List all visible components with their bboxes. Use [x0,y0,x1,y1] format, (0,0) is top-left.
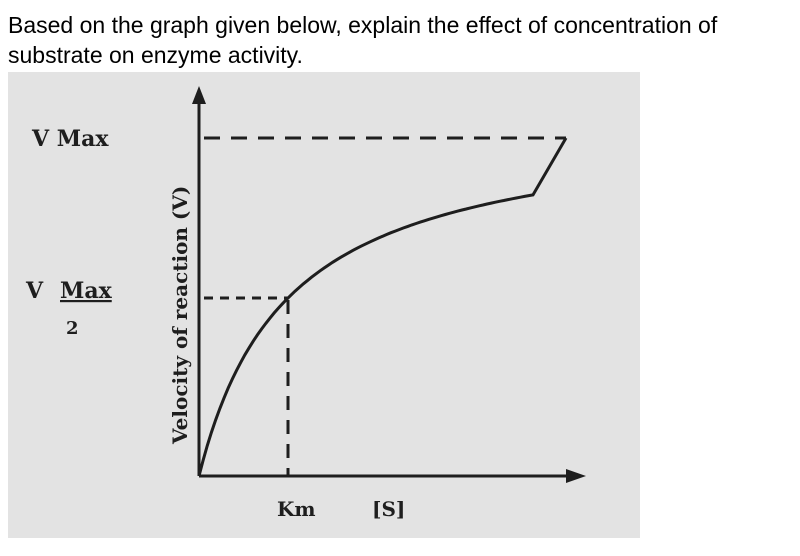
chart-svg: V Max V Max 2 Km [S] Velocity of reactio… [8,72,640,538]
reaction-velocity-curve [197,137,568,477]
enzyme-kinetics-chart: V Max V Max 2 Km [S] Velocity of reactio… [8,72,640,538]
vmax-label: V Max [31,126,109,152]
x-axis-arrowhead [566,469,586,483]
half-vmax-denominator-label: 2 [66,318,79,339]
half-vmax-numerator-label: Max [60,278,113,304]
question-text: Based on the graph given below, explain … [8,12,718,68]
y-axis-arrowhead [192,86,206,104]
km-tick-label: Km [277,497,316,521]
x-axis-label: [S] [372,497,405,521]
y-axis-label: Velocity of reaction (V) [168,186,192,445]
half-vmax-v-label: V [25,278,44,304]
chart-background [8,72,640,538]
